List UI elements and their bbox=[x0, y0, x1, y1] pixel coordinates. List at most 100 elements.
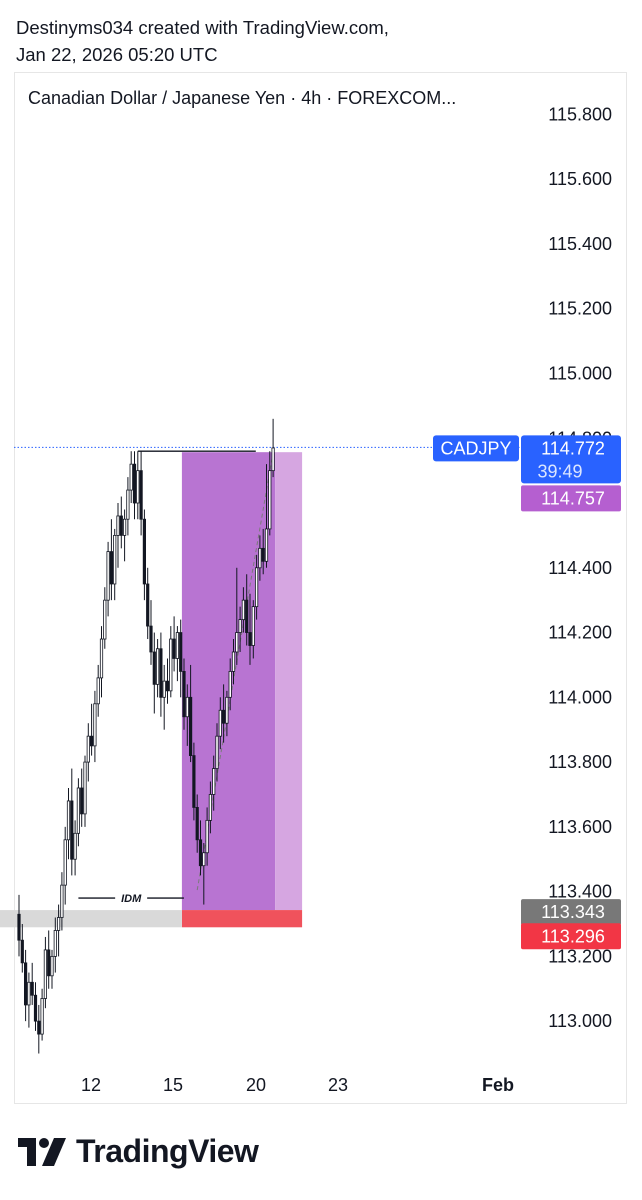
position-zones bbox=[0, 452, 303, 928]
candle-body bbox=[113, 535, 117, 585]
candle-body bbox=[231, 651, 236, 672]
symbol-tag bbox=[433, 435, 519, 462]
price-tick-label: 113.400 bbox=[548, 882, 612, 902]
gray-price-tag-label: 113.343 bbox=[541, 902, 605, 922]
candle-body bbox=[258, 547, 262, 569]
price-tick-label: 113.600 bbox=[548, 817, 612, 837]
candle-body bbox=[218, 709, 222, 737]
candle-body bbox=[215, 735, 219, 769]
attribution-timestamp: Jan 22, 2026 05:20 UTC bbox=[16, 44, 218, 65]
candle-body bbox=[27, 981, 31, 1006]
candle-body bbox=[172, 638, 176, 659]
candle-body bbox=[70, 800, 74, 860]
candle-body bbox=[248, 632, 252, 646]
candle-body bbox=[241, 599, 245, 620]
price-tick-label: 113.000 bbox=[548, 1011, 612, 1031]
price-tick-label: 113.200 bbox=[548, 946, 612, 966]
candle-body bbox=[188, 696, 193, 757]
candle-body bbox=[205, 819, 209, 854]
price-tick-label: 114.000 bbox=[548, 687, 612, 707]
price-tick-label: 114.200 bbox=[548, 623, 612, 643]
price-tags: CADJPY 114.772 39:49 114.757 113.343 113.296 bbox=[433, 435, 621, 950]
candle-body bbox=[106, 551, 110, 601]
candle-body bbox=[60, 884, 64, 918]
candle-body bbox=[103, 599, 107, 640]
attribution-author: Destinyms034 created with TradingView.co… bbox=[16, 17, 389, 38]
idm-label-bg bbox=[115, 889, 148, 908]
candle-body bbox=[73, 832, 77, 860]
candle-body bbox=[182, 671, 186, 718]
candle-body bbox=[169, 638, 173, 692]
candle-body bbox=[212, 768, 216, 795]
candle-body bbox=[271, 447, 275, 472]
chart-frame bbox=[14, 72, 627, 1104]
candle-body bbox=[254, 567, 259, 608]
candle-body bbox=[268, 470, 272, 530]
candle-body bbox=[198, 839, 203, 867]
purple-price-tag bbox=[521, 485, 621, 512]
candle-body bbox=[235, 632, 239, 653]
candle-body bbox=[208, 794, 212, 821]
candle-body bbox=[17, 913, 21, 941]
candle-body bbox=[76, 787, 80, 834]
chart-attribution: Destinyms034 created with TradingView.co… bbox=[16, 14, 389, 68]
candle-body bbox=[57, 917, 61, 931]
symbol-tag-label: CADJPY bbox=[440, 438, 511, 458]
candle-body bbox=[129, 463, 133, 491]
time-tick-label: 20 bbox=[246, 1075, 266, 1095]
candle-body bbox=[63, 839, 67, 886]
demand-zone bbox=[0, 910, 182, 928]
candle-body bbox=[185, 696, 189, 718]
candle-body bbox=[142, 518, 146, 585]
candle-body bbox=[155, 648, 160, 685]
candle-body bbox=[119, 515, 123, 536]
candle-body bbox=[251, 606, 255, 646]
symbol-title: Canadian Dollar / Japanese Yen · 4h · FO… bbox=[28, 88, 457, 108]
candle-body bbox=[90, 735, 94, 747]
time-axis: 12 15 20 23 Feb bbox=[81, 1075, 514, 1095]
bar-countdown: 39:49 bbox=[537, 461, 582, 481]
price-tick-label: 113.800 bbox=[548, 752, 612, 772]
time-tick-label: 23 bbox=[328, 1075, 348, 1095]
candle-body bbox=[40, 998, 44, 1035]
candle-body bbox=[162, 680, 166, 698]
price-tick-label: 115.800 bbox=[548, 104, 612, 124]
candle-body bbox=[37, 1020, 41, 1035]
price-axis: 115.800115.600115.400115.200115.000114.8… bbox=[548, 104, 612, 1031]
candle-body bbox=[264, 528, 269, 562]
candle-body bbox=[43, 949, 48, 999]
candle-body bbox=[159, 648, 163, 698]
candle-body bbox=[86, 735, 90, 763]
candle-body bbox=[136, 470, 140, 504]
candle-body bbox=[146, 583, 150, 627]
candle-body bbox=[225, 696, 229, 724]
red-price-tag-label: 113.296 bbox=[541, 926, 605, 946]
price-tick-label: 115.400 bbox=[548, 234, 612, 254]
last-price-tag bbox=[521, 435, 621, 484]
purple-price-tag-label: 114.757 bbox=[541, 488, 605, 508]
candle-body bbox=[126, 489, 130, 520]
candle-body bbox=[23, 962, 28, 1006]
candles bbox=[17, 418, 275, 1054]
candle-body bbox=[152, 651, 156, 685]
time-tick-label: Feb bbox=[482, 1075, 514, 1095]
candle-body bbox=[53, 930, 57, 957]
candle-body bbox=[109, 551, 113, 585]
candle-body bbox=[139, 470, 143, 520]
stop-zone bbox=[181, 910, 303, 928]
last-price-value: 114.772 bbox=[541, 438, 605, 458]
level-lines: IDM bbox=[14, 446, 522, 908]
target-zone-extension bbox=[275, 452, 303, 911]
candle-body bbox=[149, 625, 153, 653]
candle-body bbox=[50, 955, 54, 977]
price-tick-label: 115.600 bbox=[548, 169, 612, 189]
candle-body bbox=[245, 599, 249, 633]
candle-body bbox=[20, 939, 24, 964]
candle-body bbox=[179, 632, 183, 672]
candle-body bbox=[80, 787, 84, 815]
price-tick-label: 114.400 bbox=[548, 558, 612, 578]
time-tick-label: 12 bbox=[81, 1075, 101, 1095]
candle-body bbox=[33, 994, 38, 1022]
candle-body bbox=[66, 800, 71, 841]
